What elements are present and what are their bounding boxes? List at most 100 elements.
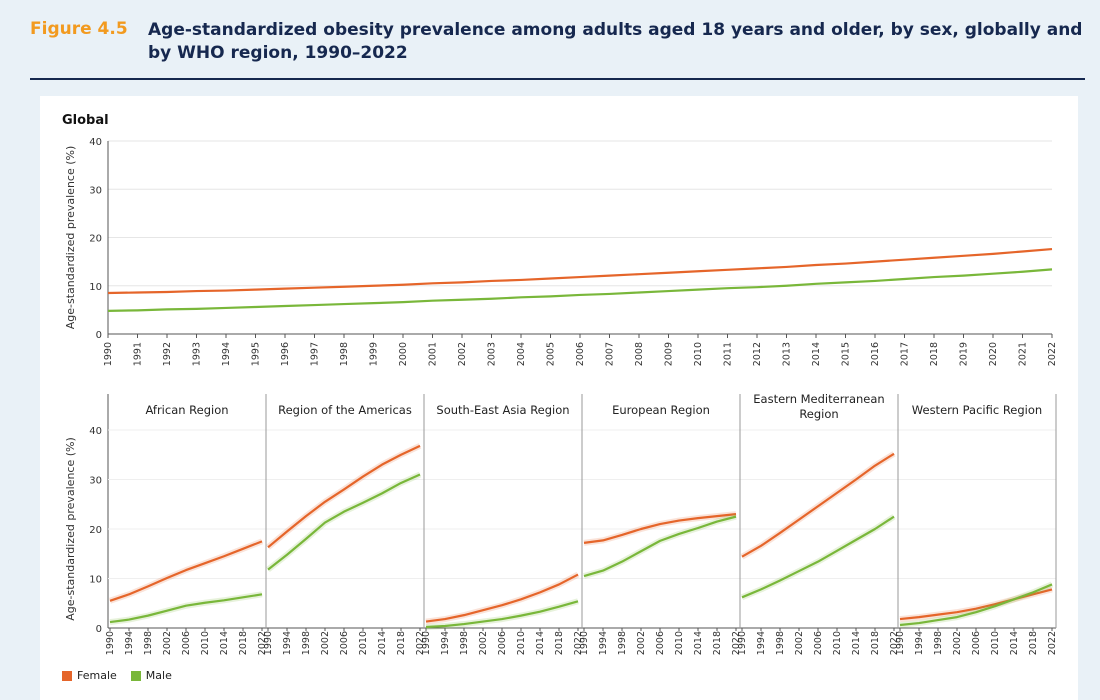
global-y-tick-label: 20 [89,234,102,245]
region-x-tick-label: 2014 [693,631,704,655]
region-y-tick-label: 10 [89,575,102,586]
region-x-tick-label: 2022 [731,631,742,655]
region-x-tick-label: 1994 [598,631,609,655]
global-x-tick-label: 2015 [841,342,852,366]
global-y-tick-label: 30 [89,185,102,196]
global-x-tick-label: 2017 [900,342,911,366]
male-swatch-icon [130,670,141,681]
region-x-tick-label: 2014 [851,631,862,655]
region-x-tick-label: 1998 [775,631,786,655]
region-panel-title: European Region [612,403,710,417]
global-x-tick-label: 2016 [870,342,881,366]
global-x-tick-label: 1997 [310,342,321,366]
global-y-tick-label: 0 [96,330,102,341]
region-x-tick-label: 2014 [1009,631,1020,655]
region-x-tick-label: 1990 [421,631,432,655]
region-x-tick-label: 1990 [105,631,116,655]
region-x-tick-label: 2014 [535,631,546,655]
region-series-line-south-east-asia-region-female [425,573,579,623]
region-x-tick-label: 2002 [952,631,963,655]
region-y-tick-label: 40 [89,426,102,437]
global-x-tick-label: 2009 [664,342,675,366]
global-x-tick-label: 2022 [1047,342,1058,366]
region-x-tick-label: 1998 [933,631,944,655]
region-y-axis-label: Age-standardized prevalence (%) [64,437,77,621]
global-x-tick-label: 1998 [339,342,350,366]
legend-label-female: Female [77,669,117,682]
region-x-tick-label: 1998 [617,631,628,655]
region-x-tick-label: 2018 [712,631,723,655]
global-x-tick-label: 2012 [752,342,763,366]
region-x-tick-label: 2022 [573,631,584,655]
region-series-line-eastern-mediterranean-region-female [741,452,895,558]
global-x-tick-label: 2006 [575,342,586,366]
region-series-line-african-region-male [109,593,263,624]
legend-item-female: Female [62,669,117,682]
region-x-tick-label: 2018 [870,631,881,655]
global-series-line-female [107,247,1053,295]
region-x-tick-label: 2006 [813,631,824,655]
global-x-tick-label: 2002 [457,342,468,366]
region-panel-title: Western Pacific Region [912,403,1042,417]
global-x-tick-label: 2021 [1018,342,1029,366]
title-rule [30,78,1085,80]
region-series-line-european-region-male [583,515,737,578]
global-x-tick-label: 2003 [487,342,498,366]
region-series-band-region-of-the-americas-female [266,443,422,550]
region-series-line-south-east-asia-region-male [425,600,579,629]
region-x-tick-label: 2022 [415,631,426,655]
region-x-tick-label: 1994 [440,631,451,655]
region-x-tick-label: 2018 [396,631,407,655]
region-y-tick-label: 0 [96,624,102,635]
region-x-tick-label: 2014 [219,631,230,655]
region-series-line-african-region-female [109,540,263,602]
figure-label: Figure 4.5 [30,19,128,39]
region-x-tick-label: 2006 [181,631,192,655]
region-panel-title: African Region [145,403,228,417]
global-x-tick-label: 1993 [192,342,203,366]
region-x-tick-label: 2010 [358,631,369,655]
global-x-tick-label: 1992 [162,342,173,366]
global-x-tick-label: 1994 [221,342,232,366]
region-series-band-south-east-asia-region-female [425,571,580,625]
region-x-tick-label: 1994 [282,631,293,655]
region-series-line-eastern-mediterranean-region-male [741,515,895,599]
legend-item-male: Male [130,669,172,682]
region-x-tick-label: 2006 [339,631,350,655]
region-x-tick-label: 2022 [889,631,900,655]
global-x-tick-label: 2018 [929,342,940,366]
region-x-tick-label: 2006 [655,631,666,655]
global-x-tick-label: 1999 [369,342,380,366]
region-x-tick-label: 2002 [636,631,647,655]
global-x-tick-label: 2000 [398,342,409,366]
region-x-tick-label: 2014 [377,631,388,655]
region-y-tick-label: 30 [89,476,102,487]
global-y-tick-label: 40 [89,137,102,148]
global-x-tick-label: 2001 [428,342,439,366]
region-series-line-western-pacific-region-male [899,583,1053,627]
region-x-tick-label: 1990 [895,631,906,655]
region-x-tick-label: 1990 [737,631,748,655]
region-x-tick-label: 2002 [794,631,805,655]
region-x-tick-label: 2018 [1028,631,1039,655]
region-x-tick-label: 2018 [238,631,249,655]
region-panel-title-line: Region [799,407,838,421]
region-x-tick-label: 2010 [832,631,843,655]
global-x-tick-label: 1990 [103,342,114,366]
region-panel-title-line: Eastern Mediterranean [753,392,884,406]
global-x-tick-label: 2020 [988,342,999,366]
global-x-tick-label: 2005 [546,342,557,366]
region-series-line-european-region-female [583,513,737,544]
region-x-tick-label: 2010 [200,631,211,655]
region-x-tick-label: 2010 [990,631,1001,655]
region-series-line-region-of-the-americas-female [267,444,421,549]
region-x-tick-label: 2006 [497,631,508,655]
region-x-tick-label: 1998 [301,631,312,655]
global-x-tick-label: 2013 [782,342,793,366]
global-x-tick-label: 1996 [280,342,291,366]
region-x-tick-label: 2006 [971,631,982,655]
global-x-tick-label: 2010 [693,342,704,366]
region-x-tick-label: 1990 [579,631,590,655]
chart-panel [40,96,1078,700]
